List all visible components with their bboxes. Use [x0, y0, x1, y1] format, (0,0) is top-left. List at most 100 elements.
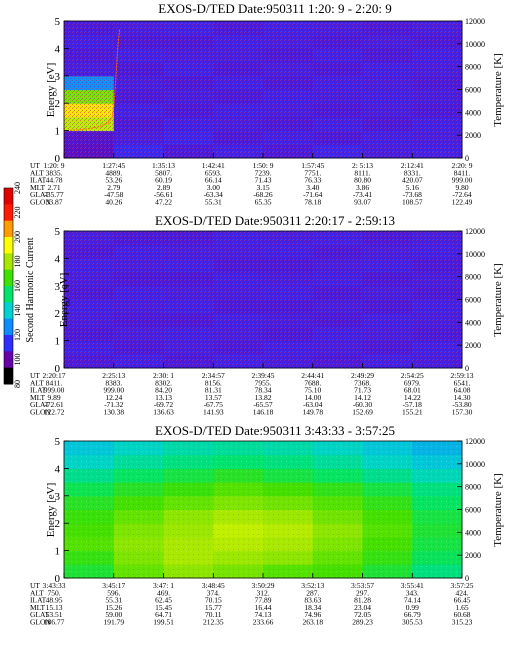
colorbar-tick-label: 120	[13, 329, 22, 341]
orbit-cell: 420.07	[402, 176, 423, 185]
orbit-cell: 14.22	[404, 393, 421, 402]
heatmap-texture	[64, 231, 462, 368]
orbit-cell: 9.80	[455, 183, 468, 192]
orbit-row-label: MLT	[30, 393, 46, 402]
orbit-cell: -73.68	[403, 190, 423, 199]
orbit-cell: 18.34	[304, 603, 321, 612]
orbit-cell: 23.04	[354, 603, 371, 612]
orbit-cell: -71.32	[104, 400, 124, 409]
orbit-cell: 263.18	[302, 618, 323, 627]
y2-tick-label: 6000	[465, 506, 481, 515]
orbit-cell: 78.34	[255, 386, 272, 395]
orbit-cell: 2:49:29	[351, 371, 374, 380]
colorbar-tick-label: 240	[13, 182, 22, 194]
orbit-cell: 469.	[157, 588, 170, 597]
orbit-cell: 146.18	[253, 408, 274, 417]
orbit-cell: 1:57:45	[301, 161, 324, 170]
panel-1-ylabel: Energy [eV]	[45, 63, 57, 117]
orbit-cell: 2:20:17	[43, 371, 66, 380]
orbit-cell: 3.15	[256, 183, 269, 192]
panel-2: EXOS-D/TED Date:950311 2:20:17 - 2:59:13…	[30, 213, 504, 417]
panel-1-y2label: Temperature [K]	[492, 53, 504, 126]
orbit-cell: 2:12:41	[401, 161, 424, 170]
y2-tick-label: 2000	[465, 341, 481, 350]
orbit-row-label: ILAT	[30, 176, 47, 185]
orbit-cell: 157.30	[452, 408, 473, 417]
orbit-cell: 596.	[107, 588, 120, 597]
orbit-cell: 74.13	[255, 610, 272, 619]
orbit-cell: -63.34	[204, 190, 224, 199]
orbit-cell: 287.	[306, 588, 319, 597]
orbit-cell: 186.77	[44, 618, 65, 627]
orbit-cell: 44.78	[46, 176, 63, 185]
orbit-cell: 315.23	[452, 618, 473, 627]
panel-3-y2label: Temperature [K]	[492, 473, 504, 546]
orbit-cell: 2:30: 1	[153, 371, 174, 380]
orbit-cell: 2:44:41	[301, 371, 324, 380]
y-tick-label: 1	[55, 336, 61, 348]
orbit-cell: 2:59:13	[451, 371, 474, 380]
orbit-row-label: UT	[30, 161, 40, 170]
orbit-cell: 212.35	[203, 618, 224, 627]
orbit-cell: 3:48:45	[202, 581, 225, 590]
orbit-cell: 71.73	[354, 386, 371, 395]
orbit-cell: 149.78	[302, 408, 323, 417]
y-tick-label: 5	[55, 226, 61, 238]
orbit-row-label: ALT	[30, 588, 44, 597]
orbit-row-label: MLT	[30, 603, 46, 612]
orbit-cell: 155.21	[402, 408, 423, 417]
orbit-cell: 14.12	[354, 393, 371, 402]
colorbar-cell	[4, 204, 13, 222]
orbit-cell: -53.80	[452, 400, 472, 409]
colorbar-cell	[4, 335, 13, 352]
orbit-cell: 83.63	[304, 596, 321, 605]
orbit-row-label: GLAT	[30, 400, 50, 409]
orbit-cell: 5807.	[155, 168, 172, 177]
y-tick-label: 0	[55, 363, 61, 375]
orbit-cell: -69.72	[154, 400, 174, 409]
orbit-cell: 424.	[455, 588, 468, 597]
panel-3: EXOS-D/TED Date:950311 3:43:33 - 3:57:25…	[30, 423, 504, 627]
orbit-cell: 130.38	[103, 408, 124, 417]
colorbar-tick-label: 100	[13, 354, 22, 366]
orbit-cell: 78.18	[304, 198, 321, 207]
y2-tick-label: 4000	[465, 528, 481, 537]
orbit-cell: -72.64	[452, 190, 472, 199]
panel-1-overlay	[63, 21, 462, 158]
orbit-row-label: GLON	[30, 198, 51, 207]
colorbar-cell	[4, 253, 13, 271]
orbit-cell: 3:47: 1	[153, 581, 174, 590]
y-tick-label: 1	[55, 546, 61, 558]
orbit-cell: 14.00	[304, 393, 321, 402]
orbit-cell: -63.04	[303, 400, 323, 409]
orbit-cell: 15.45	[155, 603, 172, 612]
orbit-cell: -60.30	[353, 400, 373, 409]
orbit-cell: 66.79	[404, 610, 421, 619]
colorbar-cell	[4, 220, 13, 238]
orbit-cell: 1:42:41	[202, 161, 225, 170]
orbit-cell: 3835.	[46, 168, 63, 177]
orbit-cell: 64.71	[155, 610, 172, 619]
orbit-cell: 122.72	[44, 408, 65, 417]
orbit-cell: 2: 5:13	[352, 161, 373, 170]
y2-tick-label: 8000	[465, 63, 481, 72]
colorbar-tick-label: 180	[13, 256, 22, 268]
orbit-cell: 7688.	[304, 378, 321, 387]
orbit-cell: 2.71	[47, 183, 60, 192]
orbit-cell: 3:52:13	[301, 581, 324, 590]
y2-tick-label: 12000	[465, 227, 485, 236]
orbit-cell: 55.31	[205, 198, 222, 207]
panel-1: EXOS-D/TED Date:950311 1:20: 9 - 2:20: 9…	[30, 1, 504, 207]
orbit-cell: 2:34:57	[202, 371, 225, 380]
panel-3-ylabel: Energy [eV]	[45, 483, 57, 537]
orbit-cell: 8331.	[404, 168, 421, 177]
orbit-cell: 68.01	[404, 386, 421, 395]
y2-tick-label: 12000	[465, 17, 485, 26]
panel-2-overlay	[64, 231, 462, 368]
orbit-cell: 191.79	[103, 618, 124, 627]
orbit-cell: 2:25:13	[102, 371, 125, 380]
orbit-cell: -35.77	[44, 190, 64, 199]
panel-2-y2label: Temperature [K]	[492, 263, 504, 336]
